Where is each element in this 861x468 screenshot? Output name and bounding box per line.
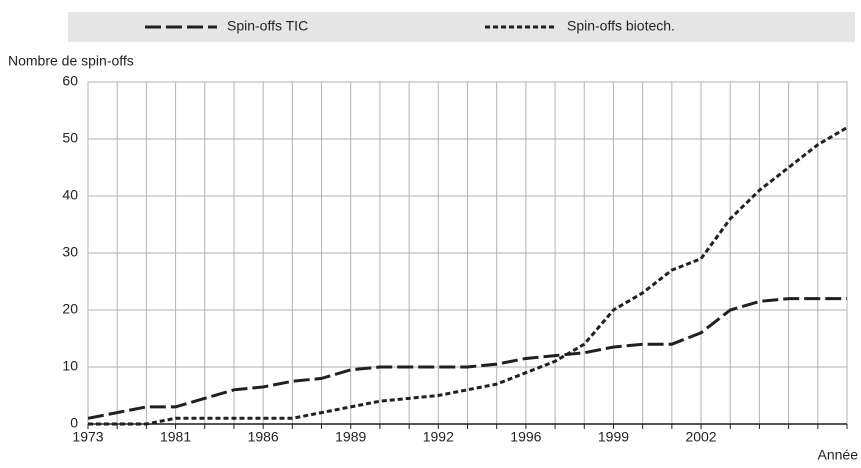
x-tick-label: 1989	[335, 429, 366, 445]
x-tick-label: 1981	[160, 429, 191, 445]
x-tick-label: 1986	[248, 429, 279, 445]
y-tick-label: 20	[62, 301, 78, 317]
y-tick-label: 60	[62, 73, 78, 89]
x-tick-label: 2002	[685, 429, 716, 445]
y-tick-label: 50	[62, 130, 78, 146]
y-tick-label: 0	[70, 415, 78, 431]
x-tick-label: 1999	[598, 429, 629, 445]
line-series	[88, 126, 848, 426]
y-tick-label: 30	[62, 244, 78, 260]
y-tick-label: 10	[62, 358, 78, 374]
x-tick-label: 1992	[423, 429, 454, 445]
x-tick-label: 1973	[72, 429, 103, 445]
line-series	[87, 297, 847, 420]
legend-background	[68, 12, 855, 42]
x-axis-label: Année	[818, 447, 859, 463]
x-tick-label: 1996	[510, 429, 541, 445]
legend-label: Spin-offs biotech.	[567, 18, 675, 34]
y-axis-label: Nombre de spin-offs	[8, 53, 134, 69]
legend-label: Spin-offs TIC	[227, 18, 308, 34]
y-tick-label: 40	[62, 187, 78, 203]
